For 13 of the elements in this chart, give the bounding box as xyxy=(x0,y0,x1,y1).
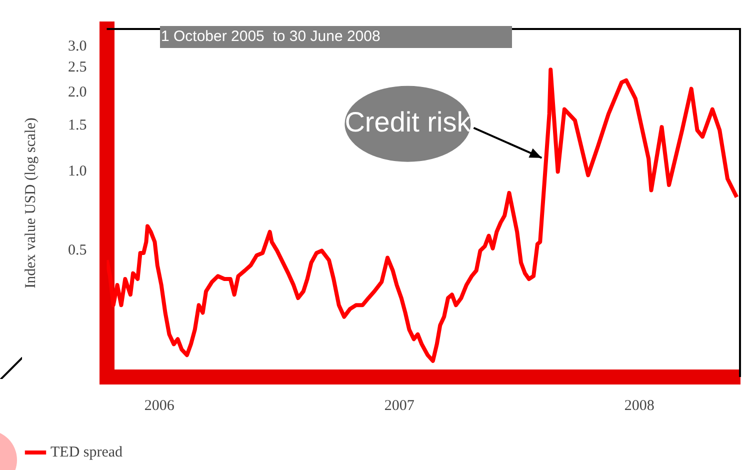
y-tick-label: 2.5 xyxy=(68,59,87,76)
x-tick-label: 2007 xyxy=(384,398,415,414)
legend-label: TED spread xyxy=(50,444,124,460)
y-tick-label: 0.5 xyxy=(68,242,87,259)
y-tick-label: 3.0 xyxy=(68,38,87,54)
y-axis-title: Index value USD (log scale) xyxy=(22,118,39,288)
y-tick-label: 2.0 xyxy=(68,84,87,101)
y-tick-label: 1.0 xyxy=(68,164,87,180)
y-tick-label: 1.5 xyxy=(68,117,87,134)
annotation: 1 October 2005 to 30 June 2008 xyxy=(161,27,380,47)
annotation: Credit risk xyxy=(344,106,472,138)
x-tick-label: 2006 xyxy=(144,398,175,414)
x-tick-label: 2008 xyxy=(624,398,654,414)
